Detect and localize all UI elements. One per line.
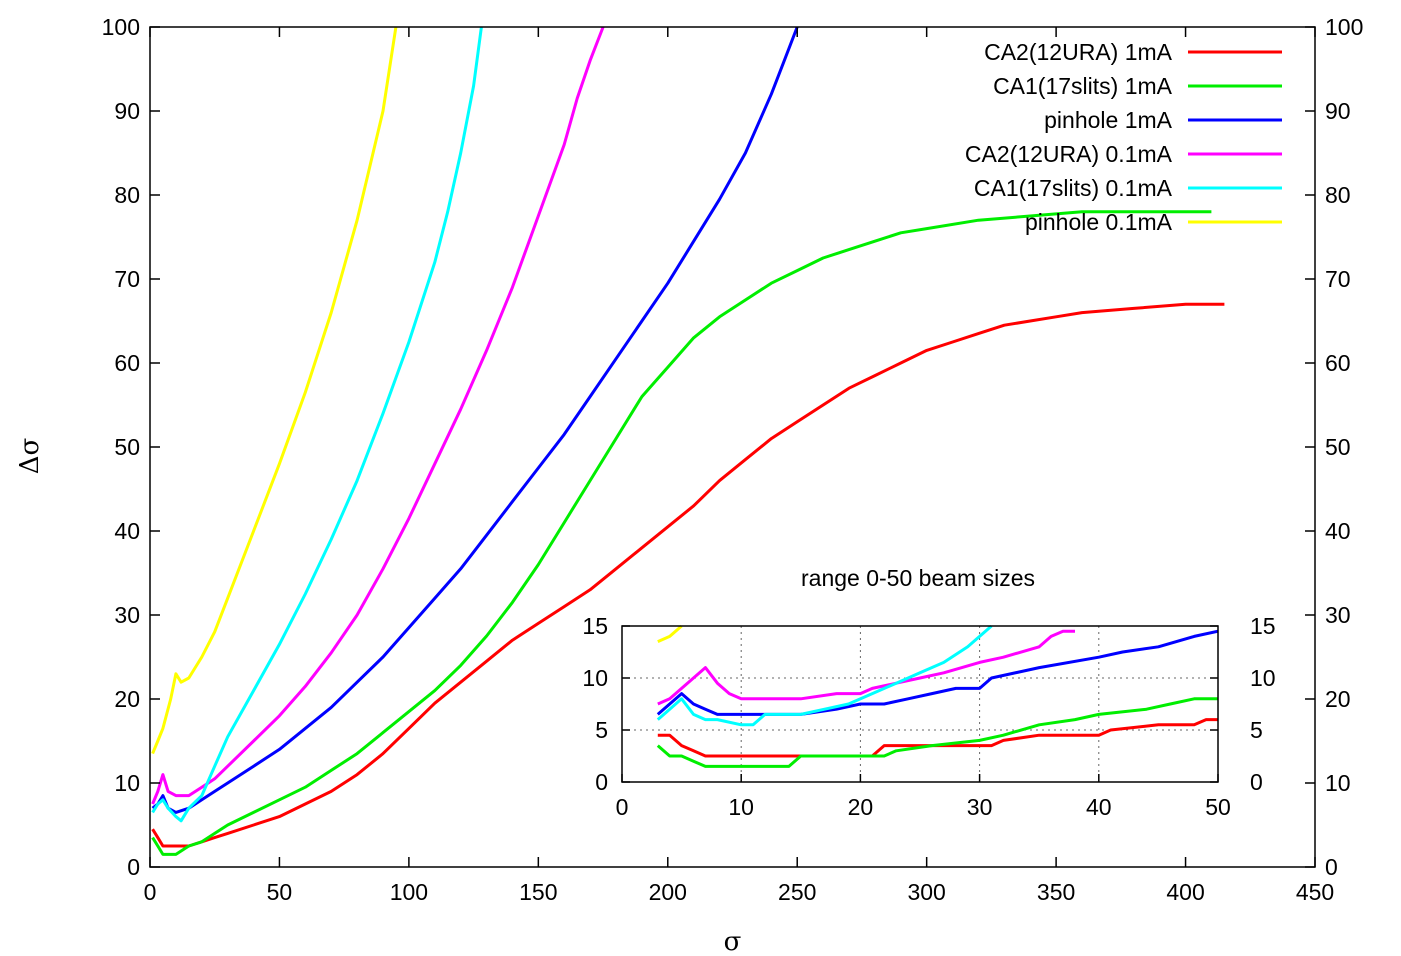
inset-series-line-5 — [656, 624, 993, 727]
inset-series-line-4 — [657, 629, 1075, 706]
main-y2-tick-label: 50 — [1325, 434, 1351, 460]
main-y2-tick-label: 100 — [1325, 14, 1363, 40]
legend-label-1: CA2(12URA) 1mA — [984, 39, 1173, 65]
main-y-tick-label: 0 — [127, 854, 140, 880]
inset-y2-tick-label: 10 — [1250, 665, 1276, 691]
main-y-tick-label: 10 — [114, 770, 140, 796]
main-y-tick-label: 100 — [102, 14, 140, 40]
inset-plot-frame — [621, 625, 1219, 783]
main-y2-tick-label: 30 — [1325, 602, 1351, 628]
main-x-tick-label: 100 — [390, 879, 428, 905]
inset-x-tick-label: 0 — [616, 794, 629, 820]
legend-label-5: CA1(17slits) 0.1mA — [974, 175, 1173, 201]
main-series-line-1 — [151, 302, 1225, 848]
main-x-tick-label: 300 — [907, 879, 945, 905]
inset-x-tick-label: 40 — [1086, 794, 1112, 820]
inset-series-line-6 — [657, 624, 683, 643]
main-x-tick-label: 450 — [1296, 879, 1334, 905]
inset-y2-tick-label: 5 — [1250, 717, 1263, 743]
main-series-line-6 — [151, 26, 398, 755]
inset-y-tick-label: 0 — [595, 769, 608, 795]
main-x-tick-label: 350 — [1037, 879, 1075, 905]
inset-background — [622, 626, 1218, 782]
main-x-tick-label: 50 — [267, 879, 293, 905]
legend-label-6: pinhole 0.1mA — [1025, 209, 1173, 235]
main-series-line-2 — [151, 210, 1212, 856]
inset-series-line-2 — [656, 697, 1218, 768]
main-y-tick-label: 60 — [114, 350, 140, 376]
main-x-tick-label: 400 — [1166, 879, 1204, 905]
inset-series-line-3 — [656, 629, 1218, 716]
legend-label-3: pinhole 1mA — [1044, 107, 1173, 133]
main-y2-tick-label: 20 — [1325, 686, 1351, 712]
main-series-line-4 — [151, 26, 605, 805]
main-x-tick-label: 150 — [519, 879, 557, 905]
inset-x-tick-label: 20 — [848, 794, 874, 820]
main-y2-tick-label: 0 — [1325, 854, 1338, 880]
main-y-tick-label: 70 — [114, 266, 140, 292]
inset-y-tick-label: 5 — [595, 717, 608, 743]
inset-y-tick-label: 15 — [582, 613, 608, 639]
main-y-tick-label: 40 — [114, 518, 140, 544]
inset-title: range 0-50 beam sizes — [801, 565, 1035, 591]
legend-label-4: CA2(12URA) 0.1mA — [965, 141, 1173, 167]
main-y2-tick-label: 70 — [1325, 266, 1351, 292]
main-y2-tick-label: 40 — [1325, 518, 1351, 544]
x-axis-title: σ — [724, 927, 742, 956]
main-x-tick-label: 0 — [144, 879, 157, 905]
main-y2-tick-label: 60 — [1325, 350, 1351, 376]
main-y-tick-label: 30 — [114, 602, 140, 628]
y-axis-title: Δσ — [15, 438, 45, 475]
inset-y-tick-label: 10 — [582, 665, 608, 691]
main-y-tick-label: 90 — [114, 98, 140, 124]
legend-label-2: CA1(17slits) 1mA — [993, 73, 1173, 99]
main-y2-tick-label: 90 — [1325, 98, 1351, 124]
main-y2-tick-label: 10 — [1325, 770, 1351, 796]
main-y-tick-label: 50 — [114, 434, 140, 460]
inset-y2-tick-label: 0 — [1250, 769, 1263, 795]
inset-y2-tick-label: 15 — [1250, 613, 1276, 639]
main-x-tick-label: 200 — [649, 879, 687, 905]
inset-x-tick-label: 10 — [728, 794, 754, 820]
main-y2-tick-label: 80 — [1325, 182, 1351, 208]
inset-x-tick-label: 50 — [1205, 794, 1231, 820]
main-y-tick-label: 20 — [114, 686, 140, 712]
main-series-line-5 — [151, 26, 483, 823]
inset-x-tick-label: 30 — [967, 794, 993, 820]
main-y-tick-label: 80 — [114, 182, 140, 208]
main-x-tick-label: 250 — [778, 879, 816, 905]
